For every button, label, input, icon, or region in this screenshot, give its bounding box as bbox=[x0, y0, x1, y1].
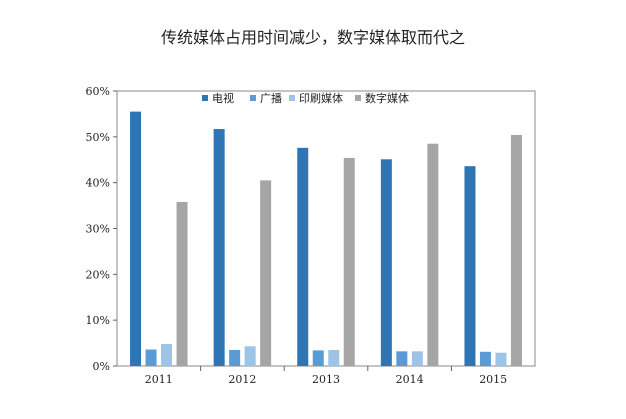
bar-1-2014 bbox=[380, 159, 392, 366]
bar-1-2012 bbox=[213, 129, 225, 366]
bar-4-2013 bbox=[343, 157, 355, 366]
bar-2-2014 bbox=[396, 351, 408, 366]
bar-2-2011 bbox=[145, 349, 157, 366]
bar-4-2012 bbox=[260, 180, 272, 366]
bar-4-2011 bbox=[176, 201, 188, 366]
y-tick-label: 10% bbox=[86, 314, 110, 327]
legend-swatch bbox=[250, 95, 256, 101]
bar-4-2015 bbox=[510, 135, 522, 366]
legend-swatch bbox=[355, 95, 361, 101]
legend-label: 数字媒体 bbox=[365, 91, 409, 105]
bar-2-2015 bbox=[479, 351, 491, 366]
bar-3-2015 bbox=[495, 352, 507, 366]
bar-1-2013 bbox=[297, 147, 309, 366]
bar-3-2012 bbox=[244, 346, 256, 366]
x-tick-label: 2011 bbox=[145, 373, 173, 386]
legend-label: 印刷媒体 bbox=[299, 91, 343, 105]
y-tick-label: 20% bbox=[86, 268, 110, 281]
x-tick-label: 2013 bbox=[312, 373, 340, 386]
bar-1-2011 bbox=[130, 111, 142, 366]
bar-3-2014 bbox=[411, 351, 423, 366]
y-tick-label: 0% bbox=[93, 360, 110, 373]
legend-label: 电视 bbox=[212, 91, 234, 105]
y-tick-label: 60% bbox=[86, 85, 110, 98]
y-tick-label: 50% bbox=[86, 131, 110, 144]
x-tick-label: 2014 bbox=[396, 373, 424, 386]
y-tick-label: 40% bbox=[86, 177, 110, 190]
legend-swatch bbox=[289, 95, 295, 101]
chart-title: 传统媒体占用时间减少，数字媒体取而代之 bbox=[160, 28, 465, 47]
bar-2-2013 bbox=[312, 350, 324, 366]
bar-4-2014 bbox=[427, 143, 439, 366]
legend-swatch bbox=[202, 95, 208, 101]
y-tick-label: 30% bbox=[86, 223, 110, 236]
x-tick-label: 2015 bbox=[479, 373, 507, 386]
bar-1-2015 bbox=[464, 166, 476, 366]
bar-2-2012 bbox=[229, 349, 241, 366]
bar-3-2011 bbox=[161, 344, 173, 366]
legend-label: 广播 bbox=[260, 91, 282, 105]
x-tick-label: 2012 bbox=[228, 373, 256, 386]
bar-3-2013 bbox=[328, 349, 340, 366]
